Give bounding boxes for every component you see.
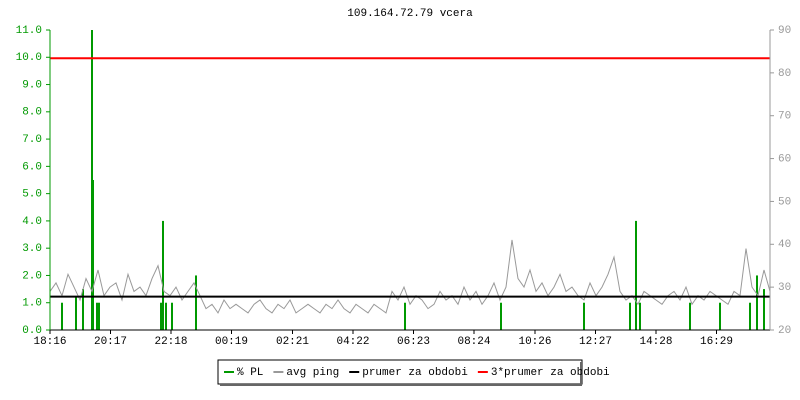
y-tick-label: 10.0 <box>16 52 42 64</box>
y2-tick-label: 20 <box>778 325 791 337</box>
x-tick-label: 20:17 <box>94 336 127 348</box>
y-tick-label: 11.0 <box>16 25 42 37</box>
x-tick-label: 04:22 <box>336 336 369 348</box>
legend-label: prumer za obdobi <box>362 367 468 379</box>
y-tick-label: 3.0 <box>22 243 42 255</box>
y2-tick-label: 50 <box>778 196 791 208</box>
y2-tick-label: 70 <box>778 111 791 123</box>
y-tick-label: 2.0 <box>22 270 42 282</box>
y-tick-label: 4.0 <box>22 216 42 228</box>
legend-label: avg ping <box>286 367 339 379</box>
x-tick-label: 22:18 <box>154 336 187 348</box>
x-tick-label: 16:29 <box>700 336 733 348</box>
x-tick-label: 10:26 <box>518 336 551 348</box>
plot-area <box>50 30 770 330</box>
x-tick-label: 00:19 <box>215 336 248 348</box>
x-tick-label: 02:21 <box>276 336 309 348</box>
x-tick-label: 06:23 <box>397 336 430 348</box>
y-tick-label: 7.0 <box>22 134 42 146</box>
x-tick-label: 12:27 <box>579 336 612 348</box>
y2-tick-label: 40 <box>778 239 791 251</box>
legend-label: 3*prumer za obdobi <box>491 367 610 379</box>
chart-title: 109.164.72.79 vcera <box>347 8 473 20</box>
legend-label: % PL <box>237 367 263 379</box>
y-tick-label: 8.0 <box>22 107 42 119</box>
y-tick-label: 5.0 <box>22 189 42 201</box>
y2-tick-label: 90 <box>778 25 791 37</box>
y-tick-label: 1.0 <box>22 298 42 310</box>
y2-tick-label: 60 <box>778 153 791 165</box>
y-tick-label: 0.0 <box>22 325 42 337</box>
x-tick-label: 08:24 <box>457 336 490 348</box>
x-tick-label: 14:28 <box>639 336 672 348</box>
y-tick-label: 9.0 <box>22 79 42 91</box>
y2-tick-label: 80 <box>778 68 791 80</box>
x-tick-label: 18:16 <box>33 336 66 348</box>
y-tick-label: 6.0 <box>22 161 42 173</box>
y2-tick-label: 30 <box>778 282 791 294</box>
legend: % PL avg ping prumer za obdobi 3*prumer za … <box>217 359 610 386</box>
